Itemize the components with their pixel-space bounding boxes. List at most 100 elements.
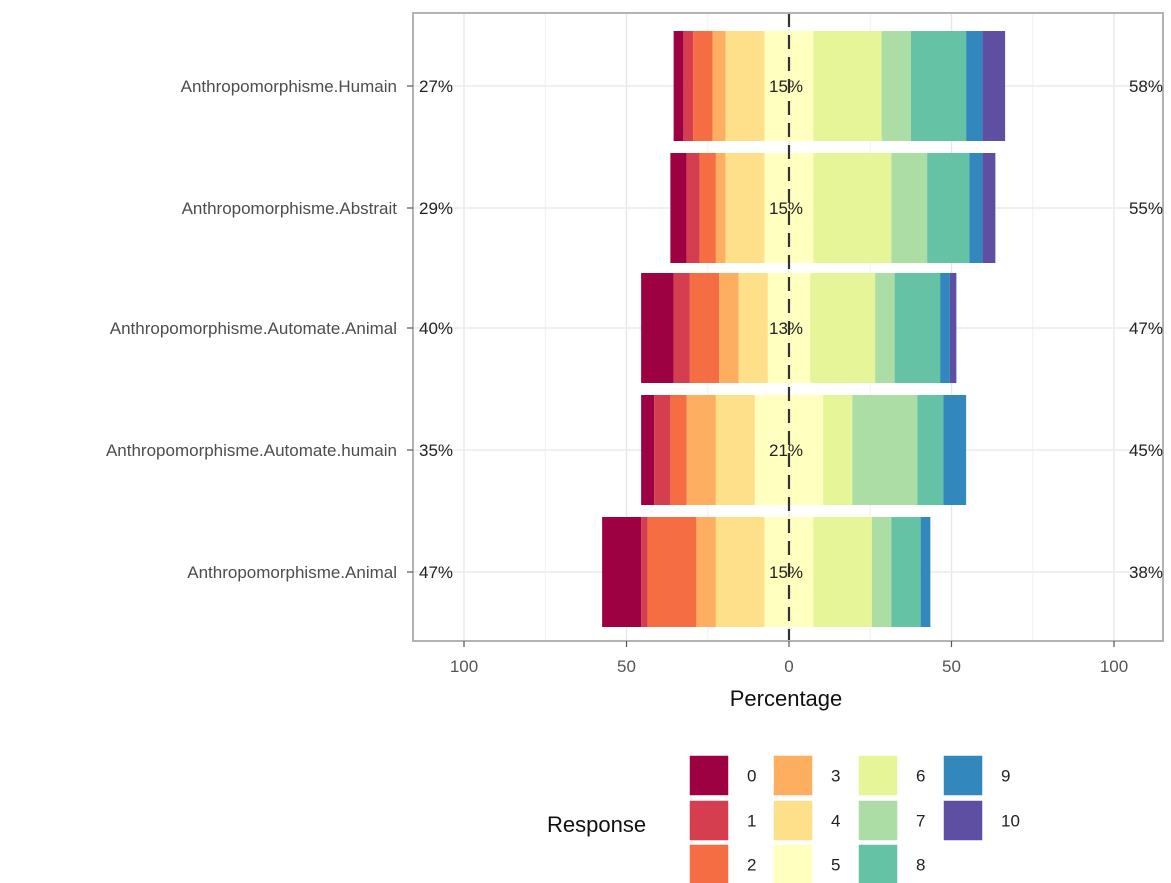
bar-segment-1 [686,153,700,263]
bar-segment-2 [699,153,716,263]
legend: Response 0 1 2 3 4 5 6 7 8 9 10 [547,754,1020,883]
category-label: Anthropomorphisme.Abstrait [182,199,398,218]
bar-segment-2 [689,273,720,383]
bar-segment-3 [696,517,716,627]
legend-swatch [688,799,730,842]
category-label: Anthropomorphisme.Automate.Animal [110,319,397,338]
legend-item-8: 8 [857,843,925,883]
legend-label: 0 [747,767,756,786]
labels-layer: Anthropomorphisme.Humain 27% 15% 58% Anthrop… [106,77,1163,582]
legend-label: 6 [916,767,925,786]
panel-border [412,12,1164,642]
x-tick-label: 100 [1100,657,1128,676]
bar-group [602,517,931,627]
bar-segment-8 [894,273,941,383]
bar-segment-10 [982,153,996,263]
bar-segment-7 [891,153,928,263]
bar-segment-8 [917,395,944,505]
bar-segment-0 [602,517,642,627]
legend-swatch [942,754,984,797]
legend-swatch [857,754,899,797]
legend-title: Response [547,812,646,837]
bar-segment-2 [693,31,713,141]
left-percent-label: 29% [419,199,453,218]
bar-segment-7 [875,273,895,383]
bar-segment-7 [881,31,911,141]
legend-item-4: 4 [772,799,840,842]
legend-item-5: 5 [772,843,840,883]
bar-segment-2 [670,395,687,505]
left-percent-label: 35% [419,441,453,460]
left-percent-label: 40% [419,319,453,338]
bars-layer [602,31,1006,627]
x-tick-label: 100 [450,657,478,676]
bar-group [670,153,996,263]
x-tick-label: 50 [617,657,636,676]
legend-label: 5 [831,856,840,875]
legend-item-0: 0 [688,754,756,797]
bar-segment-0 [670,153,687,263]
bar-segment-4 [715,395,755,505]
center-percent-label: 15% [769,563,803,582]
bar-segment-1 [673,273,690,383]
bar-segment-9 [920,517,931,627]
x-tick-label: 50 [942,657,961,676]
legend-swatch [857,843,899,883]
x-tick-label: 0 [784,657,793,676]
legend-item-9: 9 [942,754,1010,797]
bar-segment-9 [943,395,967,505]
legend-item-1: 1 [688,799,756,842]
bar-segment-4 [725,153,765,263]
legend-label: 4 [831,812,840,831]
legend-item-10: 10 [942,799,1020,842]
bar-segment-7 [852,395,918,505]
legend-swatch [857,799,899,842]
bar-segment-10 [982,31,1006,141]
bar-segment-8 [927,153,970,263]
legend-label: 3 [831,767,840,786]
bar-segment-1 [654,395,671,505]
bar-segment-6 [813,153,892,263]
right-percent-label: 55% [1129,199,1163,218]
bar-segment-4 [725,31,765,141]
bar-segment-6 [823,395,853,505]
x-axis: 100 50 0 50 100 [450,641,1128,676]
right-percent-label: 38% [1129,563,1163,582]
right-percent-label: 45% [1129,441,1163,460]
bar-segment-3 [712,31,726,141]
bar-segment-4 [738,273,768,383]
legend-item-6: 6 [857,754,925,797]
bar-segment-0 [641,395,655,505]
bar-segment-8 [891,517,921,627]
left-percent-label: 27% [419,77,453,96]
legend-item-3: 3 [772,754,840,797]
bar-segment-3 [686,395,716,505]
legend-label: 1 [747,812,756,831]
bar-group [641,273,957,383]
center-percent-label: 15% [769,199,803,218]
center-percent-label: 21% [769,441,803,460]
bar-segment-6 [810,273,876,383]
bar-segment-9 [969,153,983,263]
category-label: Anthropomorphisme.Automate.humain [106,441,397,460]
bar-segment-1 [683,31,694,141]
bar-segment-4 [715,517,765,627]
legend-label: 10 [1001,812,1020,831]
bar-segment-7 [871,517,892,627]
bar-segment-9 [940,273,950,383]
right-percent-label: 47% [1129,319,1163,338]
category-label: Anthropomorphisme.Animal [187,563,397,582]
legend-swatch [772,754,814,797]
legend-item-2: 2 [688,843,756,883]
left-percent-label: 47% [419,563,453,582]
legend-label: 2 [747,856,756,875]
bar-segment-0 [641,273,674,383]
legend-item-7: 7 [857,799,925,842]
category-label: Anthropomorphisme.Humain [181,77,397,96]
legend-swatch [772,799,814,842]
bar-group [641,395,967,505]
bar-segment-0 [673,31,684,141]
legend-swatch [688,843,730,883]
bar-segment-10 [949,273,957,383]
